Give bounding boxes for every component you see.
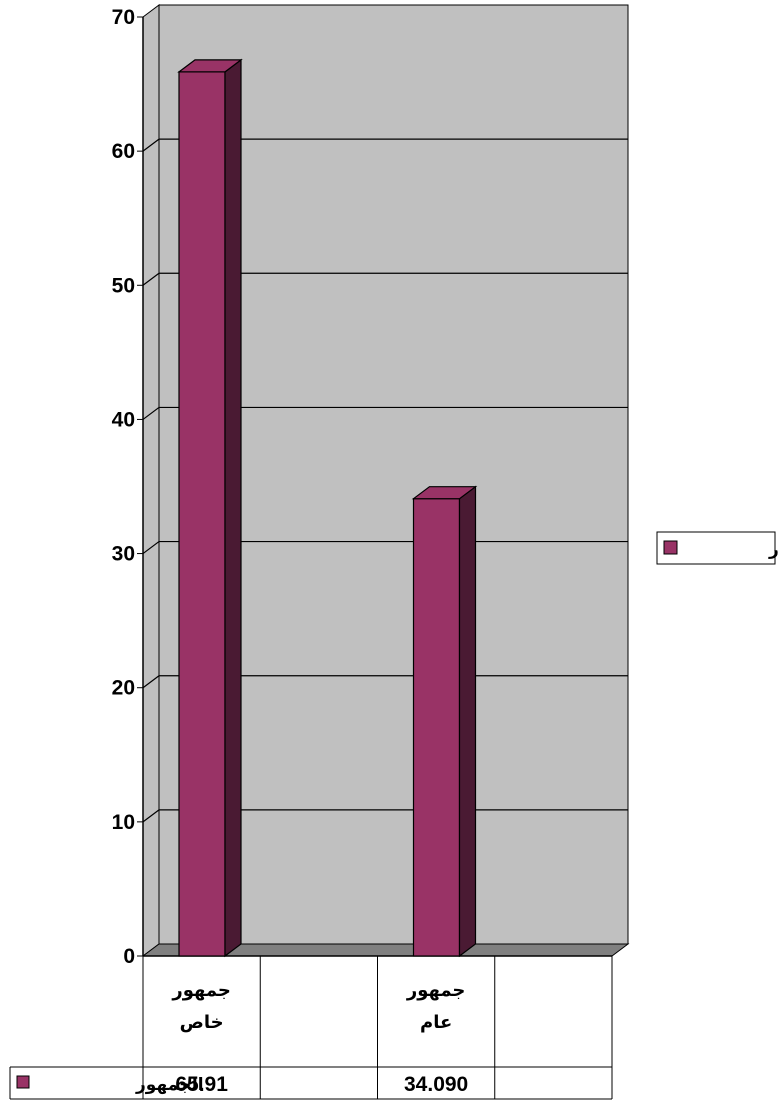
gridline (142, 138, 628, 152)
plot-side-wall (142, 4, 160, 957)
y-tick-label: 0 (123, 945, 135, 968)
x-tick-label: جمهور (171, 980, 231, 1001)
x-tick-label: جمهور (406, 980, 466, 1001)
y-tick-label: 70 (112, 6, 135, 29)
bar-top (177, 59, 243, 73)
gridline (142, 406, 628, 420)
bar-side (458, 485, 477, 958)
gridline (142, 272, 628, 286)
y-tick-label: 50 (112, 274, 135, 297)
bar (412, 498, 461, 957)
legend-swatch (663, 540, 678, 555)
bar-group (411, 485, 478, 958)
x-tick-label: خاص (180, 1012, 224, 1033)
data-label: 34.090 (404, 1073, 468, 1096)
data-table: جمهور خاص جمهور عام 65.91 34.090 الجمهور (9, 955, 613, 1100)
bar-side (224, 58, 242, 958)
bar-group (177, 58, 243, 958)
legend: الجمهور (656, 531, 778, 565)
bar-top (411, 486, 478, 500)
y-tick-label: 60 (112, 140, 135, 163)
bars (177, 58, 478, 958)
y-tick-label: 20 (112, 677, 135, 700)
data-label: 65.91 (175, 1073, 228, 1096)
table-series-label: الجمهور (135, 1075, 204, 1095)
y-tick-label: 10 (112, 811, 135, 834)
legend-label: الجمهور (768, 540, 778, 560)
y-tick-label: 30 (112, 543, 135, 566)
bar (178, 71, 226, 957)
x-tick-label: عام (420, 1012, 452, 1033)
y-tick-label: 40 (112, 408, 135, 431)
table-legend-swatch (16, 1075, 30, 1089)
